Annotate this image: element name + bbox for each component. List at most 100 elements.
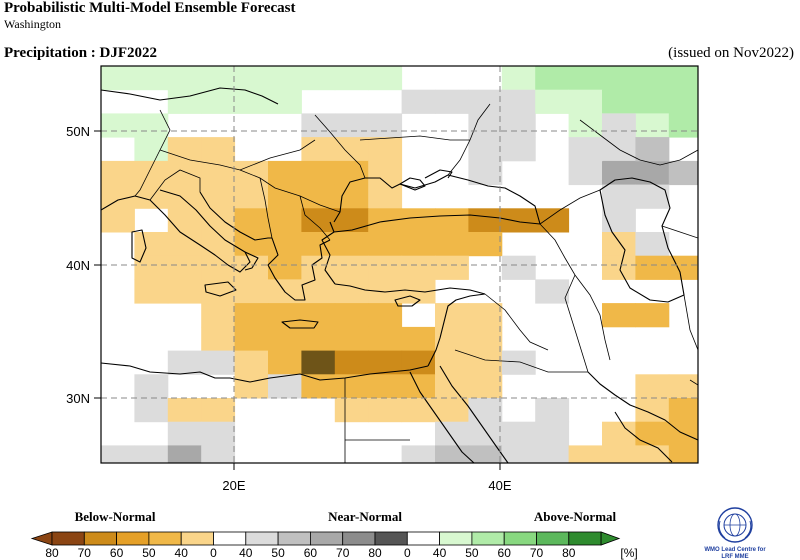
probability-cell bbox=[468, 208, 503, 233]
colorbar-segment bbox=[148, 531, 182, 546]
probability-cell bbox=[201, 66, 236, 91]
probability-cell bbox=[635, 66, 670, 91]
probability-cell bbox=[101, 208, 135, 233]
probability-cell bbox=[635, 255, 670, 280]
lat-label-40n: 40N bbox=[66, 258, 90, 273]
probability-cell bbox=[401, 89, 436, 114]
probability-cell bbox=[301, 326, 336, 352]
colorbar-segment bbox=[180, 531, 214, 546]
border-saudi-jordan bbox=[454, 349, 588, 373]
probability-cell bbox=[301, 303, 336, 328]
probability-cell bbox=[167, 160, 202, 186]
probability-cell bbox=[201, 255, 236, 280]
probability-cell bbox=[668, 160, 698, 186]
colorbar-segment bbox=[536, 531, 570, 546]
logo-text-line1: WMO Lead Centre for bbox=[704, 547, 766, 553]
probability-cell bbox=[167, 398, 202, 423]
lat-label-30n: 30N bbox=[66, 391, 90, 406]
probability-cell bbox=[435, 398, 469, 423]
colorbar-tick-label: 80 bbox=[45, 546, 59, 560]
coastline-sardinia bbox=[131, 229, 147, 263]
probability-cell bbox=[468, 232, 503, 257]
probability-cell bbox=[301, 255, 336, 280]
probability-cell bbox=[635, 160, 670, 186]
probability-cell bbox=[535, 89, 570, 114]
probability-cell bbox=[334, 232, 369, 257]
colorbar-tick-label: 70 bbox=[530, 546, 544, 560]
coastline-black-sea-south bbox=[333, 214, 541, 233]
probability-cell bbox=[568, 137, 603, 162]
probability-cell bbox=[368, 326, 403, 352]
probability-cell bbox=[568, 66, 603, 91]
coastline-adriatic-east bbox=[199, 191, 272, 241]
coastline-turkey-south bbox=[334, 283, 486, 295]
probability-cell bbox=[435, 232, 469, 257]
probability-cell bbox=[435, 421, 469, 446]
probability-cell bbox=[234, 89, 269, 114]
border-iran-iraq bbox=[564, 274, 589, 373]
colorbar-segment bbox=[471, 531, 505, 546]
probability-cell bbox=[201, 184, 236, 209]
probability-cell bbox=[468, 303, 503, 328]
coastline-turkey-west bbox=[321, 221, 336, 285]
probability-cell bbox=[234, 66, 269, 91]
probability-cell bbox=[334, 66, 369, 91]
border-caucasus bbox=[539, 189, 601, 225]
probability-cell bbox=[368, 160, 403, 186]
probability-cell bbox=[468, 445, 503, 463]
border-iran-pakistan bbox=[689, 379, 698, 386]
colorbar-tick-label: 40 bbox=[239, 546, 253, 560]
probability-cell bbox=[435, 326, 469, 352]
probability-cell bbox=[635, 421, 670, 446]
probability-cell bbox=[435, 208, 469, 233]
probability-cell bbox=[167, 279, 202, 304]
coastline-italy-heel bbox=[244, 251, 259, 271]
coastline-azov bbox=[424, 169, 453, 179]
colorbar-tick-label: 50 bbox=[271, 546, 285, 560]
probability-cell bbox=[268, 184, 302, 209]
coastline-levant bbox=[427, 293, 486, 367]
colorbar-segment bbox=[213, 531, 247, 546]
wmo-logo: WMO Lead Centre for LRF MME bbox=[704, 507, 766, 560]
probability-cell bbox=[602, 89, 636, 114]
probability-cell bbox=[435, 89, 469, 114]
colorbar-segment bbox=[374, 531, 408, 546]
probability-cell bbox=[635, 374, 670, 399]
probability-cell bbox=[334, 184, 369, 209]
coastline-italy bbox=[149, 189, 251, 273]
probability-cell bbox=[301, 208, 336, 233]
coastline-red-sea-west bbox=[409, 371, 475, 463]
probability-cell bbox=[635, 89, 670, 114]
probability-cell bbox=[134, 66, 169, 91]
probability-cell bbox=[535, 398, 570, 423]
probability-cell bbox=[535, 421, 570, 446]
probability-cell bbox=[234, 350, 269, 375]
probability-cell bbox=[635, 445, 670, 463]
probability-cell bbox=[468, 421, 503, 446]
border-alps bbox=[149, 169, 201, 201]
probability-cell bbox=[101, 445, 135, 463]
probability-cell bbox=[234, 326, 269, 352]
probability-cell bbox=[301, 374, 336, 399]
probability-cell bbox=[334, 208, 369, 233]
probability-cell bbox=[401, 208, 436, 233]
probability-cell bbox=[535, 445, 570, 463]
probability-cell bbox=[535, 66, 570, 91]
probability-cell bbox=[234, 374, 269, 399]
coastline-black-sea-east bbox=[447, 174, 541, 225]
probability-cell bbox=[101, 160, 135, 186]
border-kazakhstan bbox=[579, 119, 698, 166]
probability-cell bbox=[167, 350, 202, 375]
probability-cell bbox=[602, 421, 636, 446]
probability-cell bbox=[668, 374, 698, 399]
probability-cell bbox=[468, 160, 503, 186]
legend-labels: 80 70 60 50 40 0 40 50 60 70 80 0 40 50 60 70 80 [%] bbox=[45, 546, 637, 560]
probability-cell bbox=[134, 398, 169, 423]
probability-cell bbox=[301, 113, 336, 138]
coastline-crete bbox=[281, 319, 319, 329]
coastline-persian-gulf-south bbox=[614, 411, 673, 463]
border-balkans-1 bbox=[239, 169, 341, 213]
probability-cell bbox=[167, 89, 202, 114]
probability-cell bbox=[535, 279, 570, 304]
coastlines bbox=[101, 87, 698, 463]
